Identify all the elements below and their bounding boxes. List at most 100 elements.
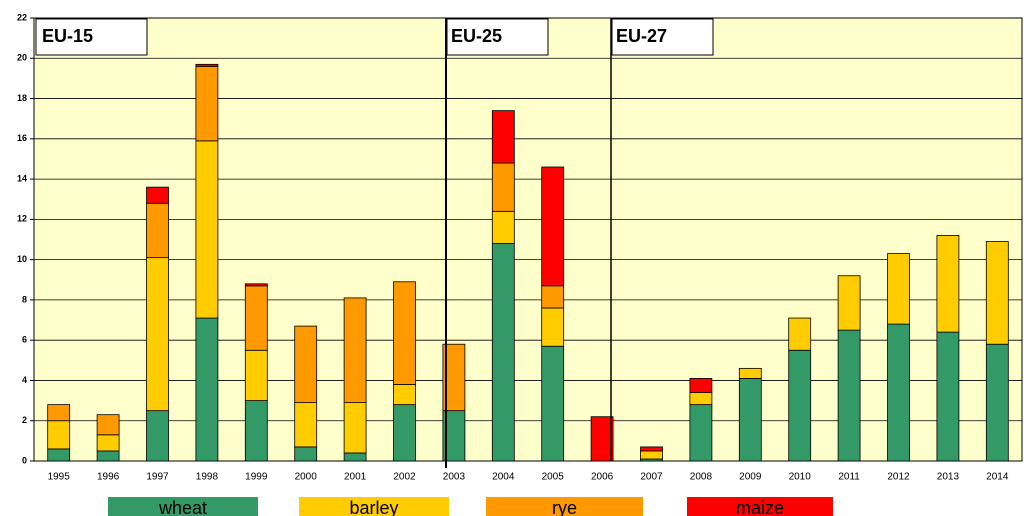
bar-segment [343, 402, 367, 454]
x-tick-label: 2013 [937, 472, 960, 483]
annotation-box [35, 18, 148, 56]
bar-segment [640, 446, 663, 452]
bar-segment [294, 446, 318, 462]
legend-label: barley [349, 498, 398, 516]
annotation: EU-25 [451, 26, 502, 46]
x-tick-label: 2002 [393, 472, 416, 483]
legend-swatch [486, 497, 643, 516]
bar-segment [541, 285, 565, 309]
legend-label: rye [552, 498, 577, 516]
bar-segment [442, 343, 466, 412]
bar-segment [541, 307, 565, 347]
x-tick-label: 2004 [492, 472, 515, 483]
y-tick-label: 6 [22, 335, 27, 345]
bar-segment [640, 450, 663, 460]
y-tick-label: 8 [22, 294, 27, 304]
x-tick-label: 2010 [789, 472, 812, 483]
x-tick-label: 2011 [838, 472, 860, 483]
annotation: EU-27 [616, 26, 667, 46]
bar-segment [491, 162, 515, 212]
x-tick-label: 2009 [739, 472, 762, 483]
bar-segment [837, 275, 861, 331]
x-tick-label: 2014 [986, 472, 1009, 483]
x-tick-label: 2001 [344, 472, 367, 483]
bar-segment [393, 384, 416, 406]
bar-segment [195, 140, 219, 319]
annotation-box [611, 18, 714, 56]
bar-segment [195, 65, 219, 142]
y-tick-label: 12 [17, 214, 27, 224]
bar-segment [590, 416, 614, 462]
bar-segment [985, 241, 1009, 345]
bar-segment [195, 63, 219, 67]
x-tick-label: 2003 [443, 472, 466, 483]
bar-segment [491, 243, 515, 462]
bar-segment [47, 420, 71, 450]
x-tick-label: 1996 [97, 472, 120, 483]
bar-segment [96, 414, 120, 436]
x-tick-label: 1995 [48, 472, 71, 483]
x-tick-label: 2006 [591, 472, 614, 483]
bar-segment [244, 283, 268, 287]
bar-segment [887, 253, 910, 325]
bars [47, 63, 1009, 462]
bar-segment [294, 325, 318, 404]
bar-segment [491, 210, 515, 244]
bar-segment [244, 400, 268, 462]
legend-swatch [108, 497, 258, 516]
y-tick-label: 0 [22, 455, 27, 465]
legend-swatch [299, 497, 449, 516]
legend-label: maize [736, 498, 784, 516]
bar-segment [936, 235, 960, 333]
bar-segment [541, 166, 565, 287]
bar-segment [244, 349, 268, 401]
bar-segment [393, 404, 416, 462]
y-tick-label: 16 [17, 133, 27, 143]
bar-segment [491, 110, 515, 164]
bar-segment [146, 202, 169, 259]
bar-segment [294, 402, 318, 448]
bar-segment [788, 317, 812, 351]
y-tick-label: 10 [17, 254, 27, 264]
x-tick-label: 2000 [295, 472, 318, 483]
bar-segment [393, 281, 416, 385]
y-tick-label: 2 [22, 415, 27, 425]
x-tick-label: 2005 [542, 472, 565, 483]
annotation: EU-15 [42, 26, 93, 46]
bar-segment [689, 392, 713, 406]
bar-segment [47, 448, 71, 462]
bar-segment [837, 329, 861, 462]
bar-segment [47, 404, 71, 422]
annotation-box [446, 18, 549, 56]
legend-swatch [687, 497, 833, 516]
x-tick-label: 1999 [245, 472, 268, 483]
x-tick-label: 2007 [640, 472, 663, 483]
y-tick-label: 18 [17, 93, 27, 103]
bar-segment [96, 450, 120, 462]
bar-segment [985, 343, 1009, 462]
y-tick-label: 22 [17, 12, 27, 22]
x-tick-label: 2008 [690, 472, 713, 483]
x-tick-label: 1997 [146, 472, 169, 483]
plot-area [33, 17, 1023, 462]
y-tick-label: 14 [17, 173, 27, 183]
bar-segment [936, 331, 960, 462]
bar-segment [343, 297, 367, 404]
bar-segment [96, 434, 120, 452]
legend-label: wheat [158, 498, 207, 516]
x-tick-label: 1998 [196, 472, 219, 483]
bar-segment [689, 404, 713, 462]
bar-segment [788, 349, 812, 462]
y-tick-label: 4 [22, 375, 27, 385]
bar-segment [146, 257, 169, 412]
bar-segment [244, 285, 268, 351]
bar-segment [541, 345, 565, 462]
bar-segment [738, 367, 762, 379]
bar-segment [738, 378, 762, 462]
bar-segment [689, 378, 713, 393]
y-tick-label: 20 [17, 53, 27, 63]
bar-segment [146, 186, 169, 204]
bar-segment [343, 452, 367, 462]
bar-segment [195, 317, 219, 462]
